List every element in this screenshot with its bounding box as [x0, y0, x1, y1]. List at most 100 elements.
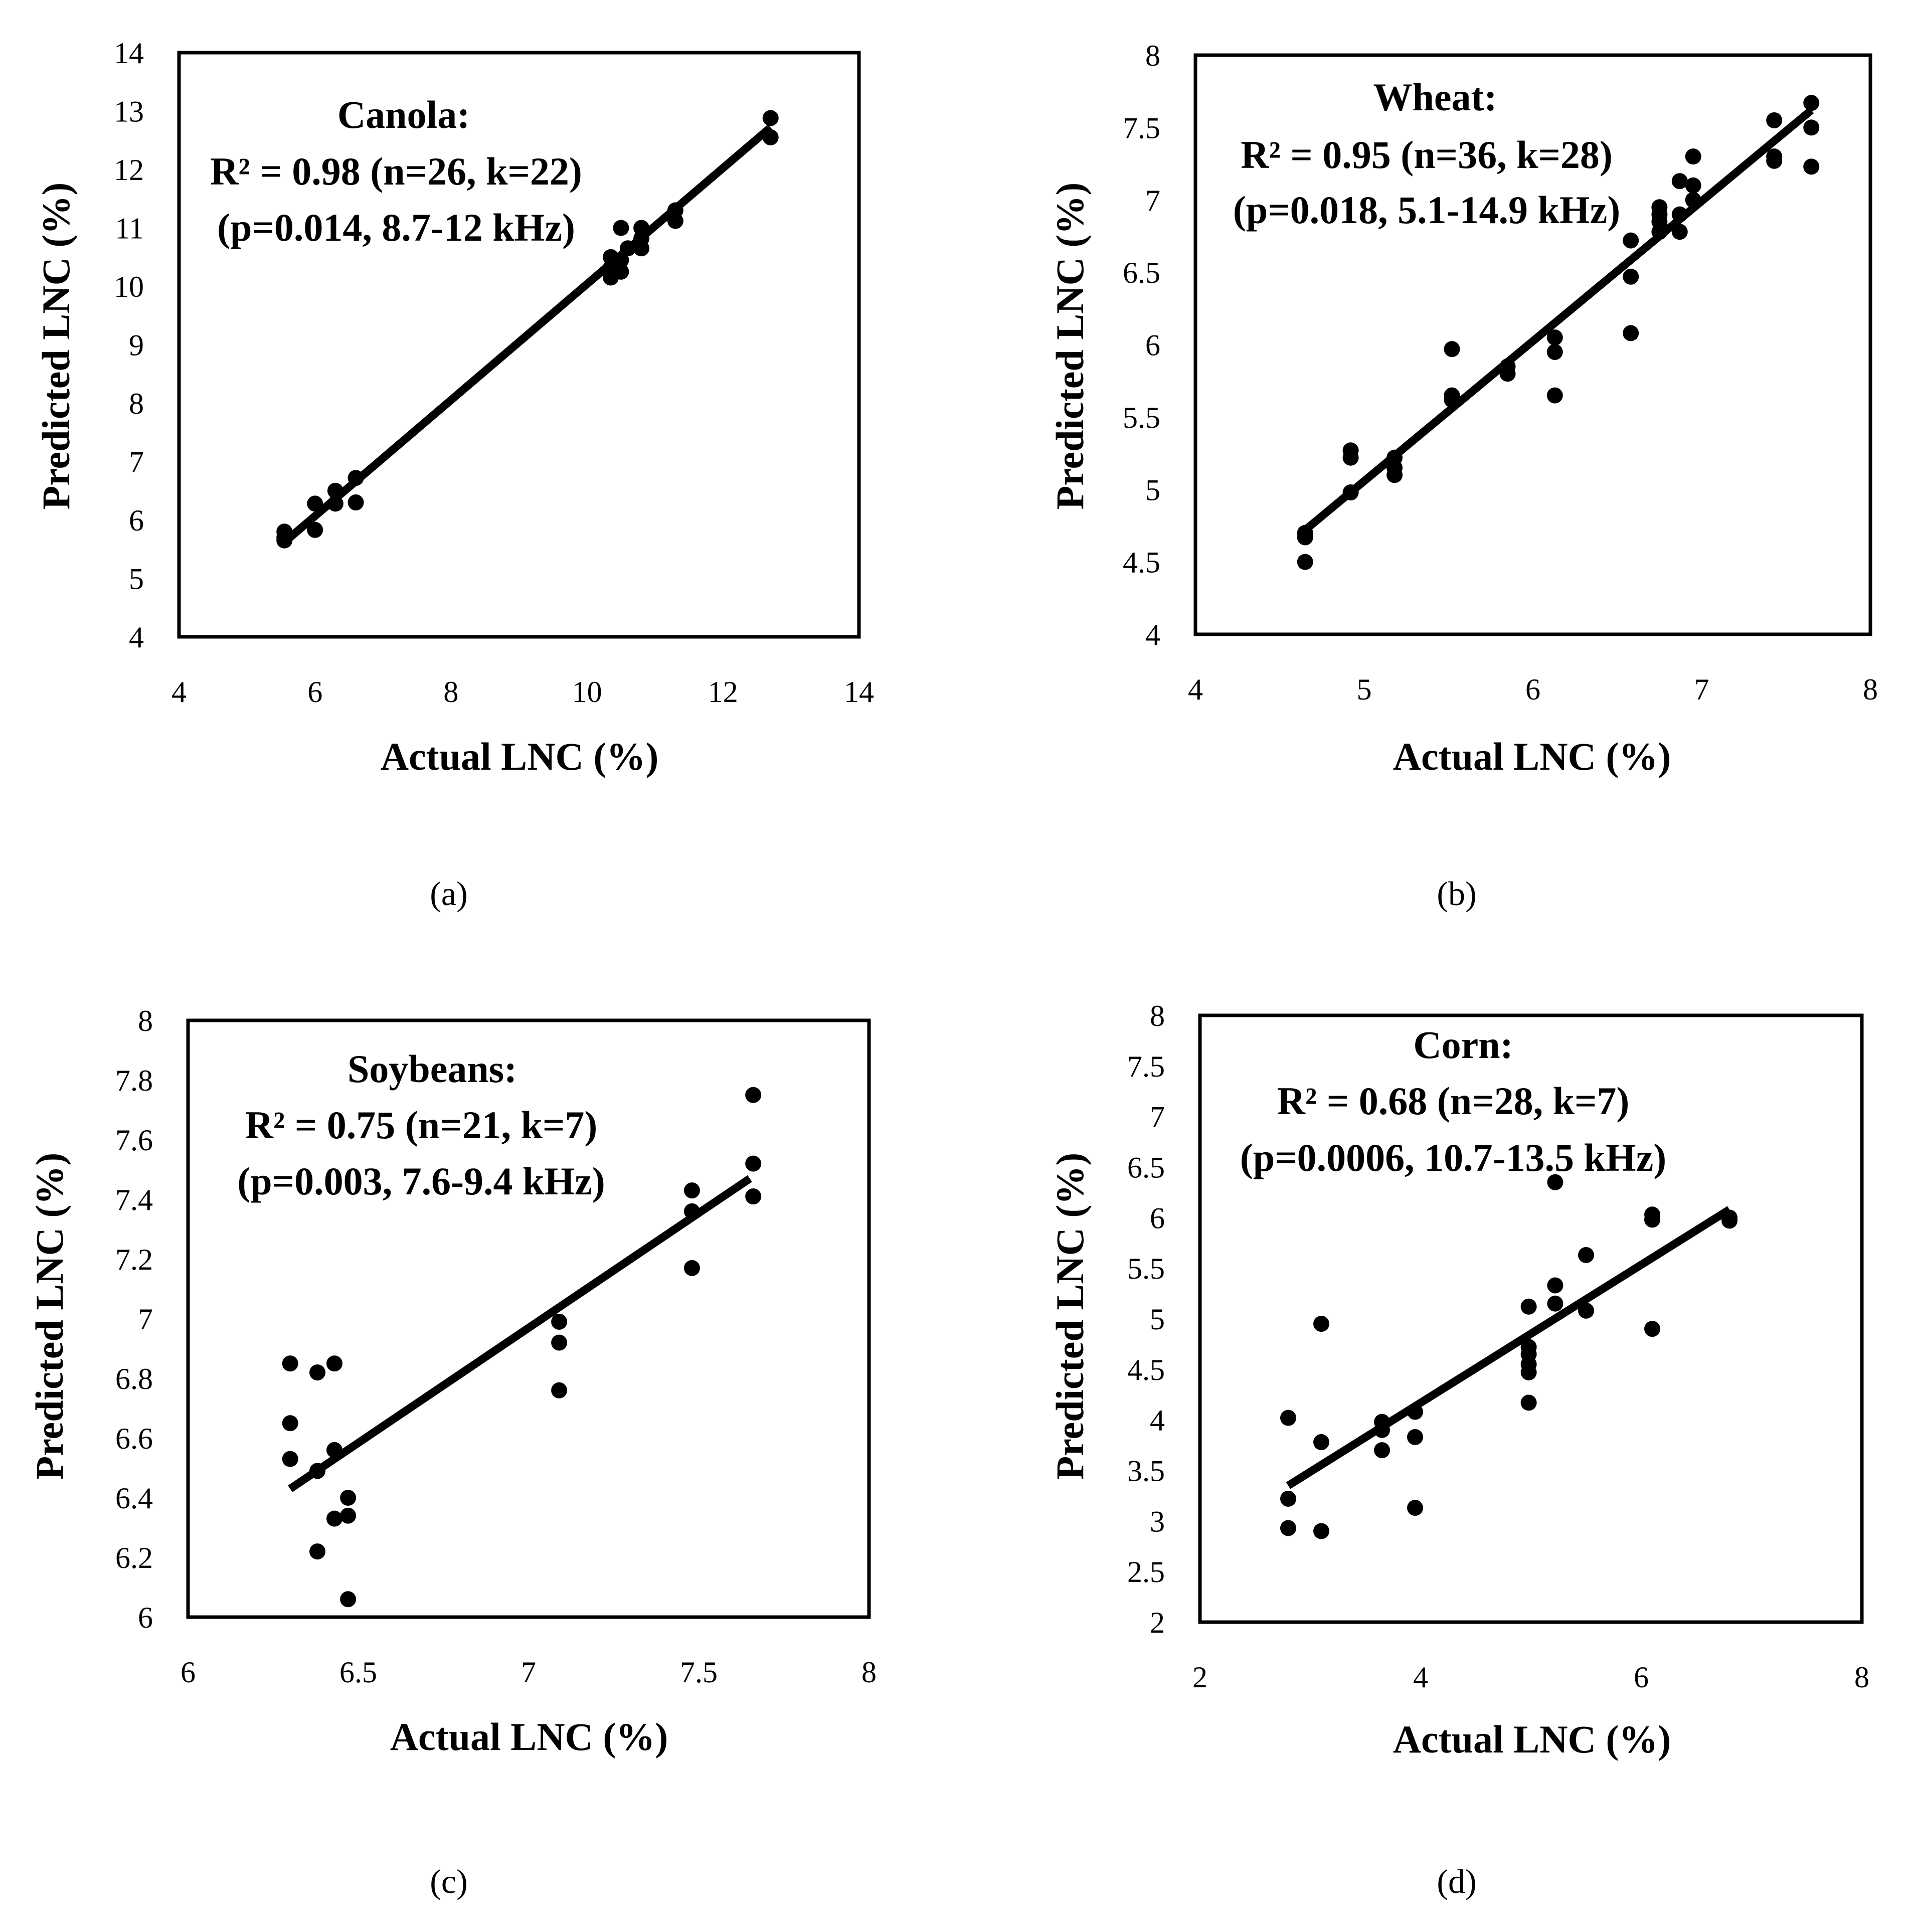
data-point-4: [309, 1463, 326, 1479]
data-point-15: [619, 240, 636, 257]
y-tick-label: 6: [1145, 329, 1160, 362]
data-point-9: [340, 1490, 357, 1506]
y-tick-label: 6.5: [1127, 1151, 1165, 1184]
data-point-7: [1374, 1422, 1390, 1438]
y-tick-label: 10: [114, 270, 144, 303]
data-point-5: [1313, 1523, 1329, 1539]
trend-line: [281, 124, 773, 546]
panel-label: (b): [1437, 874, 1476, 913]
y-tick-label: 5: [1145, 473, 1160, 506]
data-point-34: [1803, 119, 1820, 136]
data-point-25: [1671, 206, 1688, 223]
data-point-12: [551, 1313, 568, 1330]
y-tick-label: 8: [138, 1004, 153, 1037]
y-tick-label: 4: [129, 621, 144, 654]
data-point-11: [1407, 1500, 1423, 1516]
data-points: [1280, 1174, 1738, 1539]
y-tick-label: 4.5: [1123, 546, 1160, 579]
y-tick-label: 6: [138, 1601, 153, 1634]
x-tick-label: 4: [1413, 1661, 1428, 1694]
data-point-0: [1280, 1410, 1296, 1426]
x-tick-label: 2: [1192, 1661, 1207, 1694]
y-tick-label: 6: [1150, 1201, 1165, 1235]
data-point-18: [633, 240, 650, 257]
data-point-15: [683, 1182, 700, 1199]
y-tick-labels: 6 6.2 6.4 6.6 6.8 7 7.2 7.4 7.6 7.8 8: [115, 1004, 153, 1634]
data-point-1: [1297, 529, 1313, 546]
y-axis-title: Predicted LNC (%): [1048, 1153, 1092, 1480]
data-point-10: [1407, 1429, 1423, 1445]
data-point-18: [1623, 268, 1639, 285]
data-point-19: [1547, 1277, 1564, 1294]
x-axis-title: Actual LNC (%): [1393, 1717, 1671, 1761]
y-tick-label: 7: [1145, 184, 1160, 217]
data-point-13: [551, 1334, 568, 1351]
data-point-5: [309, 1543, 326, 1560]
y-tick-label: 6.5: [1123, 256, 1160, 289]
x-tick-label: 8: [861, 1656, 877, 1689]
p-annotation: (p=0.014, 8.7-12 kHz): [217, 206, 575, 249]
x-tick-label: 6: [1525, 673, 1540, 706]
y-tick-label: 5.5: [1127, 1252, 1165, 1285]
y-tick-label: 5: [1150, 1303, 1165, 1336]
chart-title: Corn:: [1413, 1023, 1513, 1067]
panel-label: (c): [430, 1862, 467, 1900]
y-tick-label: 8: [1145, 39, 1160, 72]
data-point-8: [1386, 467, 1403, 483]
panel-label: (d): [1437, 1862, 1476, 1900]
data-points: [1297, 95, 1820, 570]
data-point-27: [1685, 148, 1701, 165]
data-point-9: [1407, 1403, 1423, 1420]
data-point-33: [1803, 95, 1820, 111]
data-points: [282, 1087, 762, 1608]
y-tick-label: 8: [1150, 999, 1165, 1032]
y-axis-title: Predicted LNC (%): [34, 183, 78, 510]
data-point-2: [282, 1451, 298, 1467]
data-point-1: [282, 1415, 298, 1432]
p-annotation: (p=0.0006, 10.7-13.5 kHz): [1240, 1136, 1666, 1179]
data-point-11: [1444, 392, 1460, 408]
y-tick-label: 7.5: [1127, 1050, 1165, 1083]
chart-title: Canola:: [337, 93, 470, 136]
data-point-19: [1623, 325, 1639, 341]
x-tick-label: 6: [1634, 1661, 1649, 1694]
data-point-14: [613, 263, 629, 280]
data-point-20: [667, 213, 683, 229]
y-tick-label: 7.4: [115, 1183, 153, 1216]
y-tick-label: 3.5: [1127, 1455, 1165, 1488]
plot-area-frame: [1193, 53, 1872, 636]
data-point-14: [551, 1382, 568, 1398]
x-axis-title: Actual LNC (%): [390, 1715, 668, 1759]
data-point-9: [1444, 341, 1460, 358]
y-tick-label: 6.2: [115, 1541, 153, 1574]
x-tick-label: 7.5: [680, 1656, 718, 1689]
data-point-5: [327, 482, 343, 499]
data-point-21: [1578, 1247, 1594, 1263]
x-tick-label: 4: [171, 675, 187, 709]
y-tick-label: 4: [1145, 618, 1160, 651]
y-tick-label: 7.6: [115, 1124, 153, 1157]
data-point-27: [1721, 1212, 1738, 1229]
data-point-20: [745, 1188, 762, 1205]
data-point-29: [1685, 192, 1701, 208]
x-tick-labels: 6 6.5 7 7.5 8: [181, 1656, 877, 1689]
y-tick-label: 7.5: [1123, 111, 1160, 144]
data-point-5: [1342, 484, 1359, 501]
trend-line: [288, 1175, 752, 1492]
data-point-23: [1651, 224, 1668, 240]
x-tick-labels: 4 5 6 7 8: [1188, 673, 1878, 706]
data-point-17: [1623, 232, 1639, 249]
y-tick-label: 13: [114, 95, 144, 128]
y-tick-label: 8: [129, 387, 144, 420]
y-tick-label: 11: [115, 212, 144, 245]
data-point-3: [1313, 1316, 1329, 1332]
data-point-7: [326, 1442, 342, 1458]
y-tick-label: 7: [1150, 1101, 1165, 1134]
data-point-11: [340, 1591, 357, 1608]
data-points: [276, 110, 779, 549]
data-point-8: [348, 494, 364, 511]
p-annotation: (p=0.003, 7.6-9.4 kHz): [237, 1159, 605, 1203]
x-tick-labels: 2 4 6 8: [1192, 1661, 1869, 1694]
r2-annotation: R² = 0.68 (n=28, k=7): [1277, 1079, 1630, 1123]
